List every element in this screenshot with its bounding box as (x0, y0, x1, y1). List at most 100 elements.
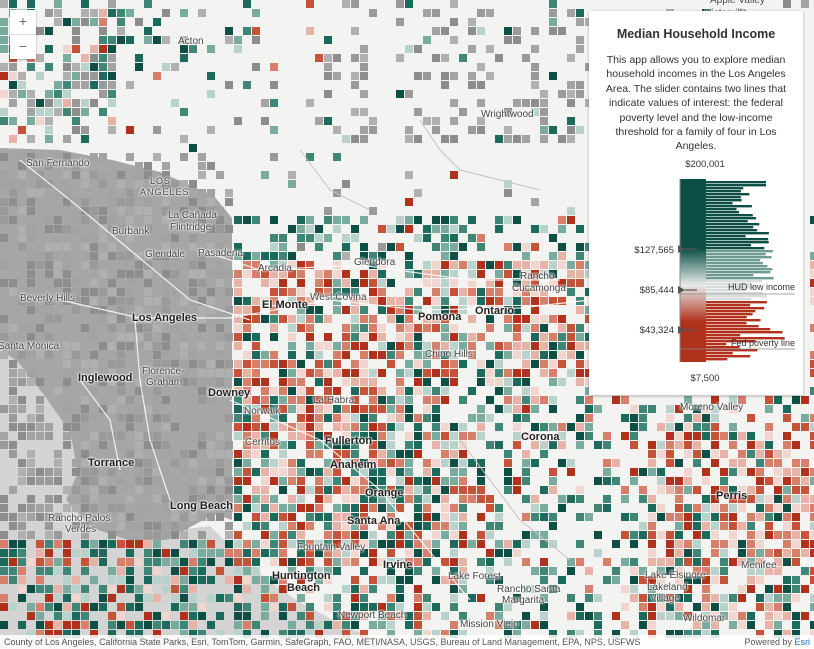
income-cell (180, 540, 188, 548)
income-cell (306, 486, 314, 494)
income-cell (153, 495, 161, 503)
income-cell (225, 495, 233, 503)
income-slider[interactable]: $200,001 $7,500 $127,565 $85,444 $43,324… (589, 11, 803, 395)
income-cell (63, 81, 71, 89)
income-cell (144, 585, 152, 593)
income-cell (387, 558, 395, 566)
income-cell (117, 513, 125, 521)
income-cell (477, 558, 485, 566)
income-cell (54, 630, 62, 638)
income-cell (765, 594, 773, 602)
income-cell (378, 612, 386, 620)
income-cell (360, 315, 368, 323)
income-cell (72, 576, 80, 584)
income-cell (369, 603, 377, 611)
income-cell (153, 549, 161, 557)
income-cell (108, 126, 116, 134)
slider-stop-high: $127,565 (634, 245, 674, 256)
income-cell (234, 396, 242, 404)
income-cell (675, 531, 683, 539)
income-cell (450, 261, 458, 269)
income-cell (297, 279, 305, 287)
income-cell (486, 567, 494, 575)
histogram-bar (706, 346, 740, 349)
income-cell (729, 423, 737, 431)
income-cell (810, 468, 814, 476)
slider-thumb-high[interactable]: $127,565 (634, 245, 697, 256)
income-cell (72, 126, 80, 134)
income-cell (54, 621, 62, 629)
income-cell (405, 252, 413, 260)
income-cell (225, 504, 233, 512)
income-cell (459, 540, 467, 548)
income-cell (18, 81, 26, 89)
income-cell (216, 432, 224, 440)
income-cell (270, 468, 278, 476)
income-cell (657, 486, 665, 494)
income-cell (135, 306, 143, 314)
income-cell (36, 306, 44, 314)
income-cell (18, 468, 26, 476)
income-cell (27, 261, 35, 269)
income-cell (504, 36, 512, 44)
income-cell (387, 567, 395, 575)
income-cell (252, 360, 260, 368)
income-cell (108, 90, 116, 98)
income-cell (243, 621, 251, 629)
income-cell (693, 432, 701, 440)
income-cell (81, 450, 89, 458)
income-cell (27, 513, 35, 521)
income-cell (9, 180, 17, 188)
income-cell (306, 342, 314, 350)
income-cell (324, 72, 332, 80)
income-cell (342, 0, 350, 8)
income-cell (306, 369, 314, 377)
income-cell (72, 81, 80, 89)
slider-thumb-mid[interactable]: $85,444 (640, 285, 697, 296)
income-cell (243, 504, 251, 512)
slider-thumb-low[interactable]: $43,324 (640, 325, 697, 336)
income-cell (45, 504, 53, 512)
income-cell (261, 297, 269, 305)
income-cell (486, 504, 494, 512)
zoom-out-button[interactable]: − (10, 34, 36, 59)
income-cell (225, 270, 233, 278)
histogram-bar (706, 226, 754, 229)
income-cell (63, 351, 71, 359)
income-cell (324, 459, 332, 467)
income-cell (207, 396, 215, 404)
income-cell (306, 585, 314, 593)
income-cell (423, 396, 431, 404)
income-cell (360, 45, 368, 53)
income-cell (342, 441, 350, 449)
income-cell (468, 18, 476, 26)
income-cell (306, 621, 314, 629)
income-cell (441, 279, 449, 287)
income-cell (18, 594, 26, 602)
income-cell (126, 279, 134, 287)
income-cell (369, 585, 377, 593)
income-cell (414, 270, 422, 278)
income-cell (27, 351, 35, 359)
zoom-in-button[interactable]: + (18, 13, 28, 29)
income-cell (477, 117, 485, 125)
income-cell (369, 396, 377, 404)
income-cell (288, 621, 296, 629)
income-cell (36, 612, 44, 620)
income-cell (324, 279, 332, 287)
income-cell (630, 405, 638, 413)
income-cell (567, 216, 575, 224)
income-cell (297, 504, 305, 512)
esri-link[interactable]: Esri (794, 637, 811, 647)
histogram-bar (706, 319, 761, 322)
income-cell (9, 396, 17, 404)
income-cell (450, 288, 458, 296)
histogram-bar (706, 313, 753, 316)
income-cell (441, 369, 449, 377)
income-cell (306, 27, 314, 35)
income-cell (63, 261, 71, 269)
income-cell (396, 18, 404, 26)
income-cell (234, 270, 242, 278)
income-cell (648, 585, 656, 593)
income-cell (747, 558, 755, 566)
